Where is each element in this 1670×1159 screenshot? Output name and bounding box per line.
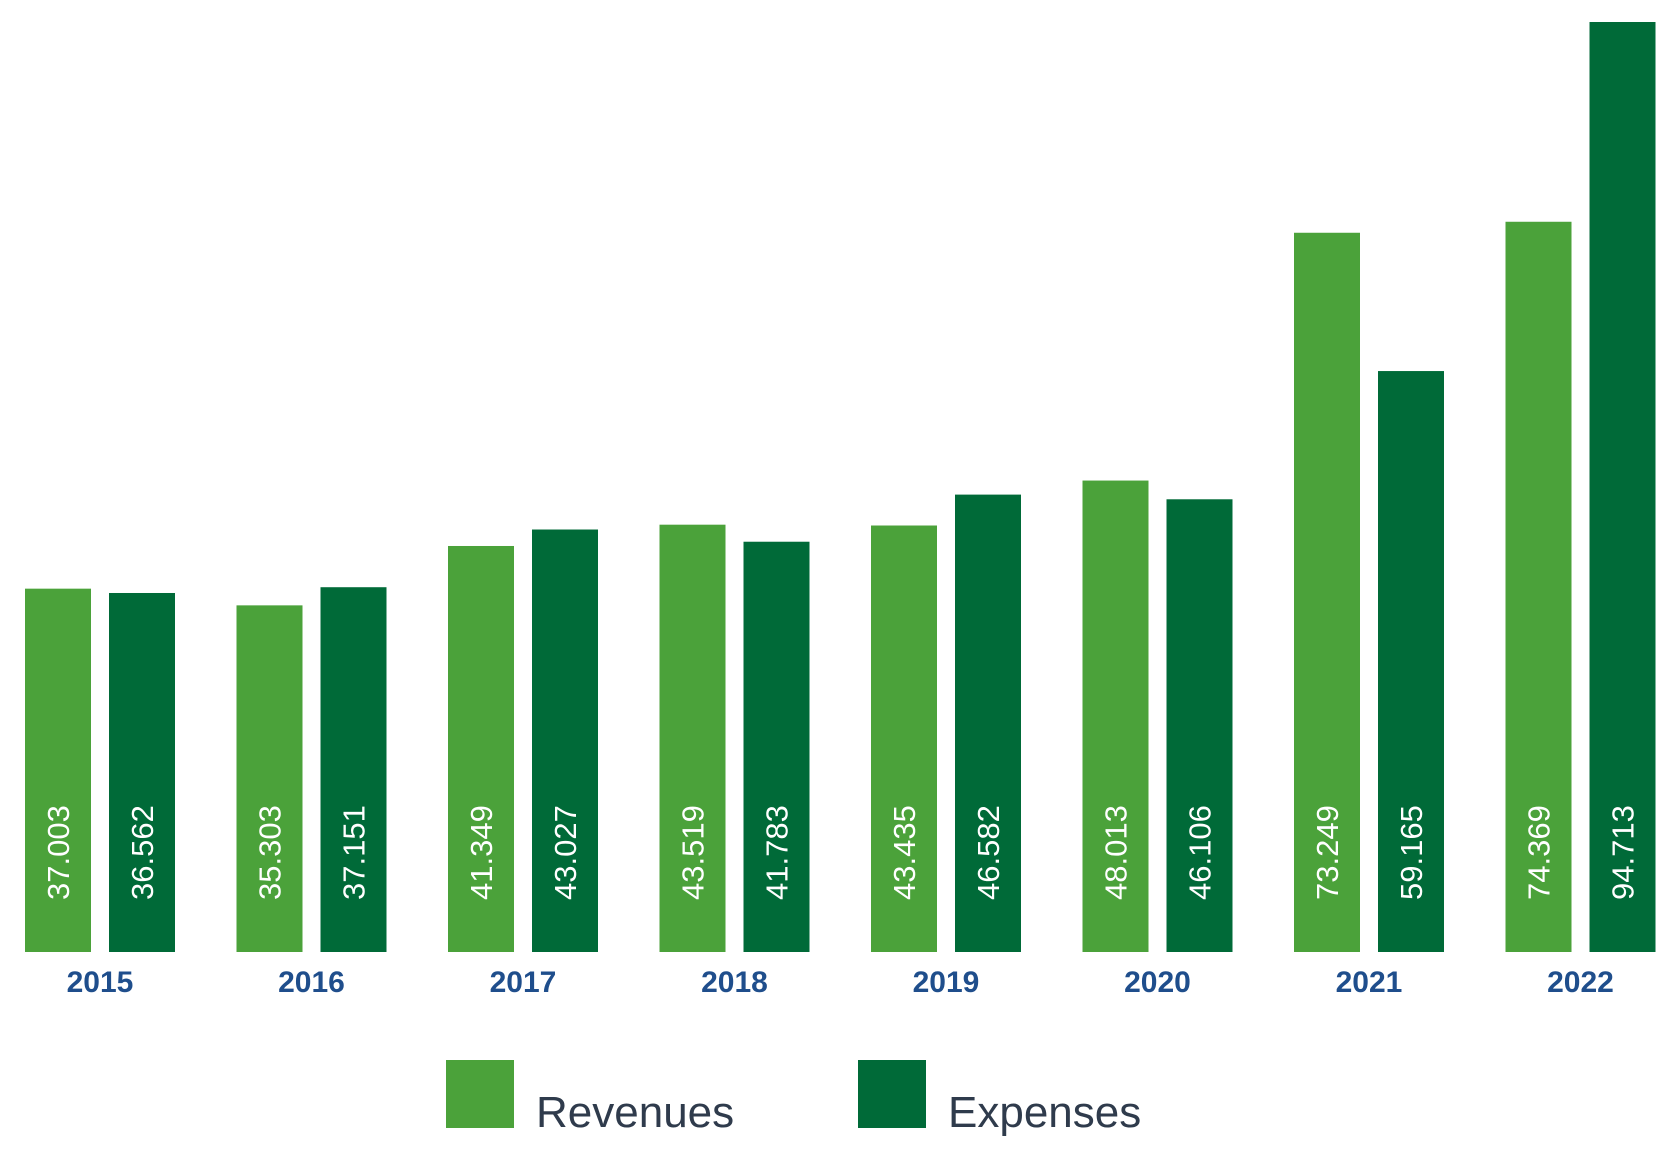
bar-expenses-2019: [955, 494, 1021, 952]
value-label-revenues-2020: 48.013: [1099, 805, 1134, 900]
x-axis: 2015 2016 2017 2018 2019 2020 2021 2022: [67, 966, 1614, 999]
value-label-revenues-2022: 74.369: [1522, 805, 1557, 900]
bar-revenues-2015: [25, 588, 91, 952]
x-tick-label-2018: 2018: [701, 966, 768, 999]
value-label-revenues-2016: 35.303: [253, 805, 288, 900]
legend-swatch-revenues: [446, 1060, 514, 1128]
bar-revenues-2016: [236, 605, 303, 952]
legend-label-expenses: Expenses: [948, 1088, 1141, 1137]
legend-label-revenues: Revenues: [536, 1088, 734, 1137]
x-tick-label-2020: 2020: [1124, 966, 1191, 999]
x-tick-label-2022: 2022: [1547, 966, 1614, 999]
bar-revenues-2022: [1505, 221, 1572, 952]
x-tick-label-2016: 2016: [278, 966, 345, 999]
bar-expenses-2018: [743, 541, 810, 952]
value-label-expenses-2018: 41.783: [760, 805, 795, 900]
value-label-expenses-2020: 46.106: [1183, 805, 1218, 900]
bar-expenses-2021: [1378, 371, 1444, 952]
value-label-expenses-2017: 43.027: [548, 805, 583, 900]
value-label-expenses-2015: 36.562: [125, 805, 160, 900]
bar-expenses-2015: [109, 592, 175, 952]
value-labels: 37.003 36.562 35.303 37.151 41.349 43.027 43.5…: [41, 805, 1641, 900]
legend-swatch-expenses: [858, 1060, 926, 1128]
bar-revenues-2017: [448, 545, 514, 952]
x-tick-label-2021: 2021: [1336, 966, 1403, 999]
x-tick-label-2017: 2017: [490, 966, 557, 999]
bar-expenses-2020: [1166, 499, 1233, 952]
value-label-revenues-2017: 41.349: [464, 805, 499, 900]
value-label-revenues-2018: 43.519: [676, 805, 711, 900]
value-label-expenses-2021: 59.165: [1394, 805, 1429, 900]
value-label-revenues-2015: 37.003: [41, 805, 76, 900]
bar-revenues-2019: [871, 525, 937, 952]
value-label-revenues-2021: 73.249: [1310, 805, 1345, 900]
bar-revenues-2020: [1082, 480, 1149, 952]
x-tick-label-2019: 2019: [913, 966, 980, 999]
bar-expenses-2022: [1589, 22, 1656, 952]
bar-revenues-2018: [659, 524, 726, 952]
value-label-expenses-2022: 94.713: [1606, 805, 1641, 900]
bar-expenses-2017: [532, 529, 598, 952]
value-label-expenses-2016: 37.151: [337, 805, 372, 900]
bar-revenues-2021: [1294, 232, 1360, 952]
x-tick-label-2015: 2015: [67, 966, 134, 999]
value-label-revenues-2019: 43.435: [887, 805, 922, 900]
bar-expenses-2016: [320, 587, 387, 952]
bars: [25, 22, 1656, 952]
value-label-expenses-2019: 46.582: [971, 805, 1006, 900]
legend: Revenues Expenses: [446, 1060, 1141, 1137]
